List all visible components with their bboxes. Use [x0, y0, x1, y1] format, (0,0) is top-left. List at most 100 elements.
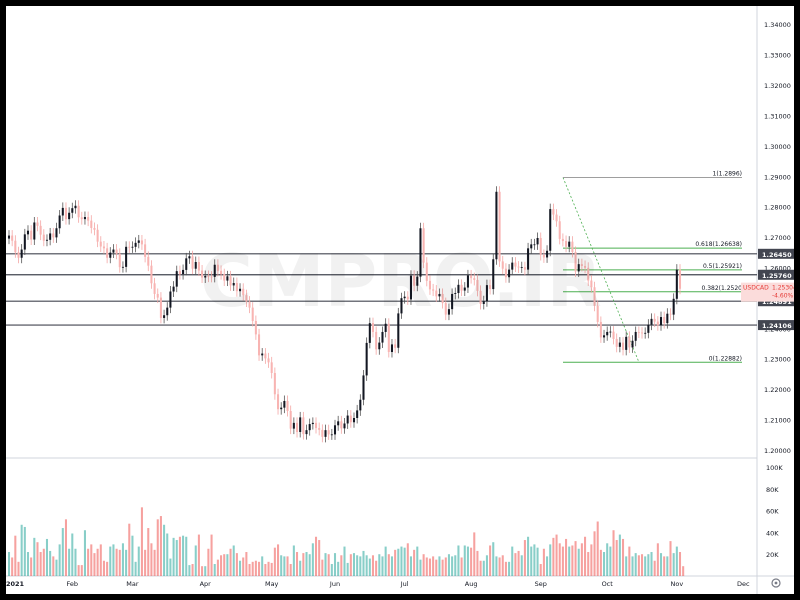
- candle-body: [182, 269, 185, 275]
- candle-body: [311, 422, 314, 425]
- candle-body: [226, 276, 229, 281]
- volume-bar: [128, 523, 131, 576]
- volume-bar: [68, 548, 71, 576]
- volume-bar: [368, 558, 371, 576]
- volume-bar: [277, 544, 280, 576]
- price-tick-label: 1.26000: [764, 264, 791, 272]
- volume-bar: [71, 533, 74, 576]
- candle-body: [530, 244, 533, 249]
- volume-bar: [672, 553, 675, 576]
- candle-body: [659, 317, 663, 326]
- volume-bar: [140, 507, 143, 576]
- volume-bar: [508, 561, 511, 576]
- price-tick-label: 1.33000: [764, 52, 791, 60]
- chart-canvas[interactable]: 1.34000 1.33000 1.32000 1.31000 1.30000 1.290…: [6, 6, 797, 594]
- volume-bar: [574, 541, 577, 576]
- volume-bar: [457, 545, 460, 576]
- candle-body: [466, 275, 469, 288]
- volume-bar: [93, 553, 96, 576]
- settings-gear-icon[interactable]: [771, 578, 781, 588]
- candle-body: [264, 353, 267, 359]
- time-tick-label: Jun: [329, 580, 340, 588]
- volume-bar: [606, 543, 609, 576]
- volume-bar: [232, 545, 235, 576]
- volume-bar: [444, 557, 447, 576]
- volume-bar: [311, 543, 314, 576]
- volume-bar: [577, 548, 580, 576]
- volume-bar: [90, 544, 93, 576]
- volume-bar: [254, 560, 257, 576]
- candle-body: [295, 422, 299, 432]
- volume-bar: [482, 560, 485, 576]
- candle-body: [378, 342, 381, 350]
- candle-body: [45, 239, 49, 241]
- candle-body: [106, 248, 109, 258]
- candle-body: [210, 276, 213, 278]
- candle-body: [650, 318, 653, 325]
- volume-bar: [333, 553, 337, 576]
- candle-body: [68, 212, 71, 220]
- candle-body: [422, 228, 425, 263]
- candle-body: [403, 296, 406, 299]
- candle-body: [232, 282, 235, 286]
- candle-body: [280, 407, 283, 410]
- level-price-tag: [758, 269, 794, 280]
- volume-bar: [74, 548, 77, 576]
- candle-body: [612, 331, 615, 339]
- candle-body: [201, 270, 204, 278]
- candle-body: [11, 235, 14, 241]
- volume-bar: [178, 536, 181, 576]
- volume-bar: [352, 553, 356, 576]
- candle-body: [577, 264, 580, 272]
- candle-body: [26, 230, 30, 235]
- volume-bar: [289, 564, 292, 576]
- volume-bar: [631, 556, 634, 576]
- candle-body: [140, 240, 143, 245]
- candle-body: [333, 425, 337, 435]
- volume-bar: [587, 552, 590, 576]
- volume-bar: [115, 548, 118, 576]
- volume-bar: [489, 545, 492, 576]
- price-chart[interactable]: 1.34000 1.33000 1.32000 1.31000 1.30000 1.290…: [6, 6, 797, 594]
- volume-bar: [599, 549, 602, 576]
- time-tick-label: Nov: [670, 580, 683, 588]
- candle-body: [552, 209, 555, 215]
- volume-bar: [409, 556, 412, 576]
- candle-body: [498, 191, 501, 262]
- candle-body: [568, 241, 571, 247]
- candle-body: [55, 228, 58, 238]
- volume-bar: [533, 544, 536, 576]
- volume-bar: [121, 543, 124, 576]
- volume-bar: [61, 528, 64, 576]
- volume-bar: [210, 534, 213, 576]
- candle-body: [352, 417, 356, 423]
- volume-bar: [235, 553, 238, 576]
- volume-bar: [406, 543, 409, 576]
- volume-bar: [647, 554, 650, 576]
- horizontal-levels: [6, 253, 757, 326]
- candle-body: [435, 290, 438, 297]
- volume-bar: [318, 540, 321, 576]
- candle-body: [628, 336, 631, 348]
- candle-body: [258, 334, 261, 356]
- fib-trend-line[interactable]: [562, 177, 640, 363]
- volume-bar: [45, 538, 49, 576]
- candle-body: [337, 421, 340, 426]
- volume-bar: [150, 543, 153, 576]
- candle-body: [517, 266, 520, 268]
- candle-body: [460, 284, 463, 291]
- candle-body: [558, 221, 561, 239]
- fibonacci-retracement[interactable]: 1(1.2896) 0.618(1.26638) 0.5(1.25921) 0.382…: [562, 170, 742, 363]
- volume-bar: [394, 549, 397, 576]
- volume-bar: [283, 556, 286, 576]
- candle-body: [555, 214, 558, 222]
- volume-bar: [324, 553, 327, 576]
- candle-body: [299, 417, 302, 432]
- candle-body: [457, 284, 460, 294]
- volume-bar: [637, 555, 640, 576]
- time-tick-label: Feb: [67, 580, 79, 588]
- candle-body: [606, 331, 609, 336]
- volume-bar: [371, 555, 375, 576]
- candle-body: [30, 230, 33, 240]
